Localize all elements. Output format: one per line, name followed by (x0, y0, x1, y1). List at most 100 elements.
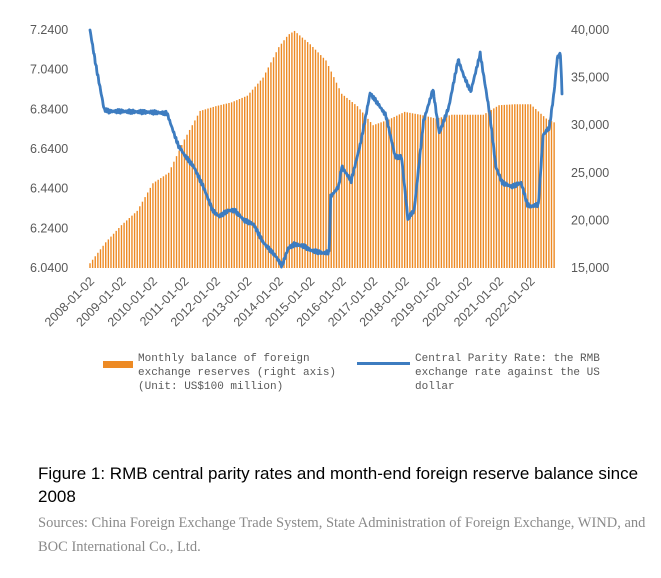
reserve-bar (427, 116, 429, 268)
reserve-bar (152, 183, 154, 268)
reserve-bars (89, 30, 555, 269)
reserve-bar (487, 111, 490, 268)
reserve-bar (112, 233, 115, 268)
reserve-bar (377, 123, 380, 268)
reserve-bar (461, 114, 464, 268)
reserve-bar (422, 115, 424, 268)
reserve-bar (354, 104, 356, 268)
reserve-bar (327, 66, 330, 269)
reserve-bar (196, 115, 199, 269)
reserve-bar (330, 71, 332, 268)
sources-note: Sources: China Foreign Exchange Trade Sy… (38, 515, 646, 555)
reserve-bar (160, 178, 162, 268)
reserve-bar (385, 120, 388, 268)
right-tick-label: 30,000 (571, 118, 609, 132)
reserve-bar (495, 106, 498, 268)
reserve-bar (348, 99, 351, 268)
reserve-bar (110, 236, 112, 268)
reserve-bar (262, 77, 264, 268)
reserve-bar (123, 222, 125, 268)
right-tick-label: 20,000 (571, 213, 609, 227)
reserve-bar (542, 116, 545, 268)
reserve-bar (267, 67, 270, 268)
reserve-bar (500, 105, 503, 268)
reserve-bar (411, 113, 414, 268)
reserve-bar (233, 101, 235, 269)
reserve-bar (309, 44, 311, 268)
reserve-bar (154, 181, 157, 268)
reserve-bar (220, 104, 222, 268)
reserve-bar (527, 104, 529, 268)
reserve-bar (280, 43, 283, 269)
reserve-bar (278, 47, 280, 268)
reserve-bar (285, 36, 288, 268)
reserve-bar (181, 145, 183, 268)
reserve-bar (188, 129, 191, 268)
reserve-bar (97, 252, 99, 268)
reserve-bar (490, 109, 492, 268)
left-tick-label: 6.0400 (30, 261, 68, 275)
reserve-bar (139, 206, 141, 268)
reserve-bar (314, 49, 317, 268)
reserve-bar (320, 55, 322, 268)
reserve-bar (498, 105, 500, 269)
reserve-bar (359, 109, 361, 268)
reserve-bar (141, 201, 144, 268)
reserve-bar (170, 167, 172, 268)
reserve-bar (398, 114, 401, 268)
reserve-bar (456, 114, 458, 268)
reserve-bar (236, 100, 238, 268)
reserve-bar (304, 39, 306, 269)
reserve-bar (369, 122, 372, 268)
reserve-bar (175, 156, 178, 268)
reserve-bar (380, 122, 382, 268)
reserve-bar (259, 80, 262, 268)
dual-axis-chart: 7.2400 7.0400 6.8400 6.6400 6.4400 6.2400 6.04… (30, 23, 609, 329)
reserve-bar (485, 113, 487, 268)
legend-line-label: Central Parity Rate: the RMB exchange ra… (415, 353, 600, 393)
reserve-bar (364, 115, 367, 269)
reserve-bar (131, 215, 133, 268)
reserve-bar (102, 245, 104, 268)
reserve-bar (519, 104, 521, 268)
reserve-bar (448, 115, 450, 268)
reserve-bar (367, 118, 369, 268)
reserve-bar (440, 117, 443, 269)
reserve-bar (167, 172, 170, 268)
reserve-bar (207, 108, 209, 268)
reserve-bar (244, 96, 246, 268)
reserve-bar (372, 125, 374, 268)
reserve-bar (553, 122, 555, 268)
reserve-bar (301, 37, 304, 269)
reserve-bar (390, 118, 393, 268)
reserve-bar (480, 114, 482, 268)
reserve-bar (472, 114, 474, 268)
left-tick-label: 6.8400 (30, 102, 68, 116)
reserve-bar (396, 115, 398, 269)
reserve-bar (272, 57, 275, 268)
reserve-bar (209, 107, 212, 268)
reserve-bar (409, 112, 411, 268)
left-axis-ticks: 7.2400 7.0400 6.8400 6.6400 6.4400 6.2400 6.04… (30, 23, 68, 275)
reserve-bar (178, 150, 180, 268)
right-axis-ticks: 40,000 35,000 30,000 25,000 20,000 15,000 (571, 23, 609, 275)
reserve-bar (251, 89, 254, 268)
reserve-bar (133, 213, 136, 268)
reserve-bar (99, 249, 102, 268)
reserve-bar (346, 97, 348, 268)
reserve-bar (417, 114, 419, 268)
legend-bar-label: Monthly balance of foreign exchange rese… (138, 353, 337, 393)
reserve-bar (550, 121, 553, 268)
figure-caption: Figure 1: RMB central parity rates and m… (38, 464, 639, 506)
reserve-bar (524, 104, 526, 268)
reserve-bar (493, 108, 495, 268)
reserve-bar (120, 225, 123, 268)
legend-bar-swatch (103, 361, 133, 368)
left-tick-label: 7.2400 (30, 23, 68, 37)
reserve-bar (144, 197, 146, 268)
reserve-bar (532, 106, 534, 268)
reserve-bar (215, 106, 217, 268)
reserve-bar (325, 60, 327, 269)
reserve-bar (333, 77, 335, 269)
reserve-bar (288, 34, 290, 268)
